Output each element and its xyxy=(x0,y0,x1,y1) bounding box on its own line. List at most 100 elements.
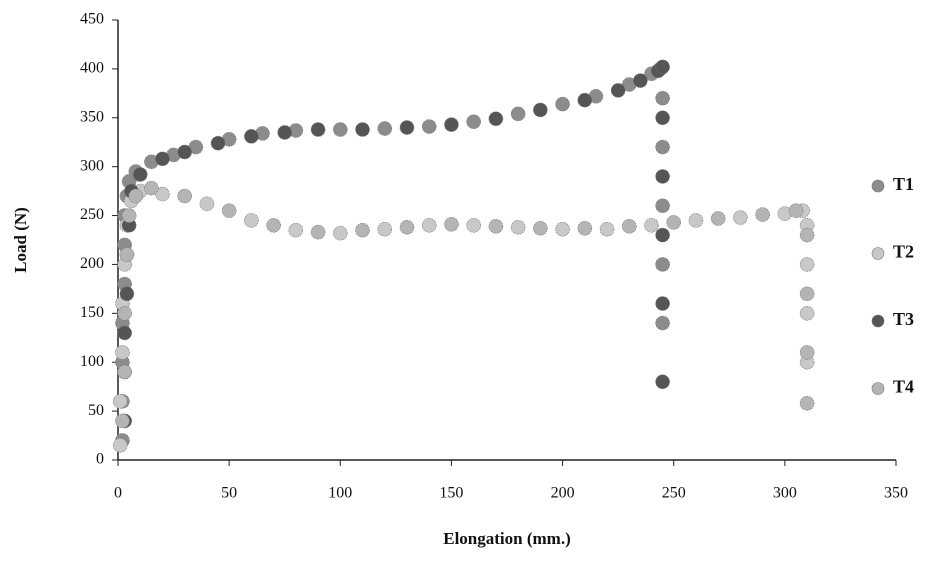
point xyxy=(600,222,614,236)
y-tick-label: 200 xyxy=(80,255,104,272)
x-tick-label: 150 xyxy=(439,485,463,502)
legend-marker xyxy=(872,315,884,327)
point xyxy=(467,218,481,232)
point xyxy=(200,197,214,211)
x-tick-label: 250 xyxy=(662,485,686,502)
point xyxy=(656,228,670,242)
x-tick-label: 350 xyxy=(884,485,908,502)
point xyxy=(178,145,192,159)
point xyxy=(511,220,525,234)
point xyxy=(244,213,258,227)
y-tick-label: 300 xyxy=(80,157,104,174)
point xyxy=(422,120,436,134)
legend-marker xyxy=(872,248,884,260)
point xyxy=(211,136,225,150)
point xyxy=(800,257,814,271)
legend-marker xyxy=(872,383,884,395)
point xyxy=(113,394,127,408)
point xyxy=(333,226,347,240)
x-tick-label: 200 xyxy=(551,485,575,502)
point xyxy=(489,219,503,233)
point xyxy=(444,118,458,132)
point xyxy=(422,218,436,232)
y-tick-label: 350 xyxy=(80,108,104,125)
point xyxy=(118,306,132,320)
point xyxy=(129,189,143,203)
point xyxy=(400,121,414,135)
point xyxy=(656,111,670,125)
point xyxy=(656,257,670,271)
point xyxy=(533,103,547,117)
point xyxy=(356,123,370,137)
point xyxy=(378,222,392,236)
point xyxy=(656,60,670,74)
y-tick-label: 0 xyxy=(96,451,104,468)
legend-label: T1 xyxy=(893,174,914,194)
x-tick-label: 100 xyxy=(328,485,352,502)
y-tick-label: 100 xyxy=(80,353,104,370)
point xyxy=(556,97,570,111)
x-tick-label: 0 xyxy=(114,485,122,502)
point xyxy=(489,112,503,126)
point xyxy=(789,204,803,218)
point xyxy=(178,189,192,203)
point xyxy=(733,211,747,225)
point xyxy=(800,306,814,320)
y-tick-label: 400 xyxy=(80,60,104,77)
y-tick-label: 50 xyxy=(88,402,104,419)
point xyxy=(667,215,681,229)
point xyxy=(120,287,134,301)
point xyxy=(115,345,129,359)
point xyxy=(244,129,258,143)
point xyxy=(289,223,303,237)
y-axis-label: Load (N) xyxy=(11,207,30,273)
legend-label: T4 xyxy=(893,377,914,397)
point xyxy=(333,123,347,137)
point xyxy=(467,115,481,129)
point xyxy=(113,438,127,452)
legend-marker xyxy=(872,180,884,192)
point xyxy=(400,220,414,234)
point xyxy=(311,123,325,137)
point xyxy=(133,167,147,181)
point xyxy=(556,222,570,236)
point xyxy=(644,218,658,232)
point xyxy=(622,219,636,233)
point xyxy=(278,125,292,139)
point xyxy=(800,228,814,242)
point xyxy=(122,209,136,223)
point xyxy=(118,326,132,340)
x-tick-label: 300 xyxy=(773,485,797,502)
point xyxy=(533,221,547,235)
point xyxy=(115,414,129,428)
y-tick-label: 250 xyxy=(80,206,104,223)
point xyxy=(656,199,670,213)
point xyxy=(800,396,814,410)
legend-label: T2 xyxy=(893,242,914,262)
point xyxy=(267,218,281,232)
x-axis-label: Elongation (mm.) xyxy=(443,529,571,548)
point xyxy=(756,208,770,222)
point xyxy=(633,74,647,88)
point xyxy=(311,225,325,239)
point xyxy=(155,152,169,166)
point xyxy=(656,169,670,183)
x-tick-label: 50 xyxy=(221,485,237,502)
point xyxy=(656,316,670,330)
point xyxy=(444,217,458,231)
point xyxy=(656,297,670,311)
point xyxy=(689,213,703,227)
point xyxy=(656,140,670,154)
point xyxy=(800,345,814,359)
chart: Elongation (mm.) Load (N) 0 50 100 150 200 25… xyxy=(0,0,934,559)
point xyxy=(120,248,134,262)
point xyxy=(711,211,725,225)
point xyxy=(578,221,592,235)
y-tick-label: 450 xyxy=(80,11,104,28)
point xyxy=(656,375,670,389)
point xyxy=(144,181,158,195)
point xyxy=(378,122,392,136)
point xyxy=(356,223,370,237)
point xyxy=(656,91,670,105)
point xyxy=(511,107,525,121)
